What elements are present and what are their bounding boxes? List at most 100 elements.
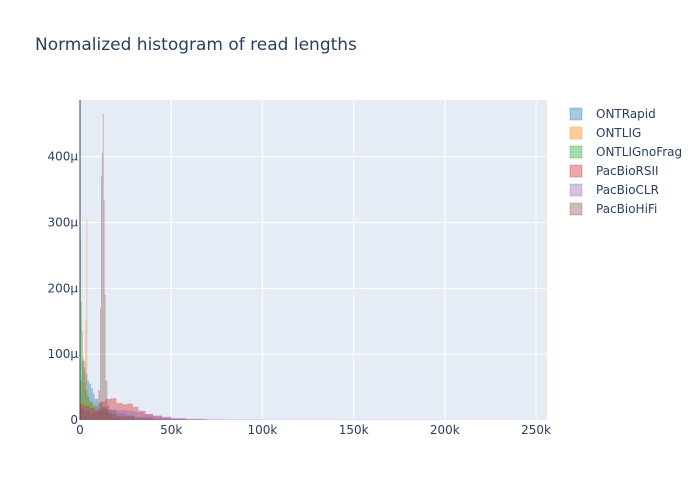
chart-title: Normalized histogram of read lengths bbox=[35, 35, 357, 55]
histogram-bar bbox=[132, 406, 139, 420]
histogram-bar bbox=[185, 419, 208, 420]
histogram-bar bbox=[98, 410, 108, 420]
histogram-bar bbox=[104, 294, 106, 420]
histogram-bar bbox=[87, 393, 90, 420]
histogram-bar bbox=[171, 419, 190, 420]
histogram-bar bbox=[85, 373, 88, 420]
histogram-bar bbox=[82, 357, 84, 420]
histogram-bar bbox=[152, 418, 172, 420]
x-tick-label: 100k bbox=[247, 423, 277, 437]
histogram-bar bbox=[116, 413, 126, 420]
histogram-bar bbox=[101, 406, 108, 420]
histogram-bar bbox=[84, 381, 86, 420]
legend-swatch bbox=[569, 107, 583, 121]
histogram-bar bbox=[105, 380, 108, 420]
histogram-bar bbox=[134, 418, 153, 420]
legend-item-ontlig[interactable]: ONTLIG bbox=[569, 126, 641, 140]
histogram-bar bbox=[125, 410, 135, 420]
series-pacbiohifi bbox=[80, 113, 135, 421]
legend-item-ontlignofrag[interactable]: ONTLIGnoFrag bbox=[569, 145, 682, 159]
histogram-bar bbox=[98, 402, 102, 420]
x-tick-label: 0 bbox=[76, 423, 84, 437]
x-tick-label: 50k bbox=[160, 423, 182, 437]
y-tick-label: 400µ bbox=[47, 150, 78, 164]
y-axis: 0 100µ 200µ 300µ 400µ bbox=[47, 150, 78, 427]
histogram-bar bbox=[103, 199, 105, 420]
legend-swatch bbox=[569, 183, 583, 197]
histogram-bar bbox=[80, 408, 84, 420]
histogram-bar bbox=[152, 419, 181, 420]
histogram-bar bbox=[86, 219, 88, 420]
histogram-bar bbox=[83, 410, 90, 420]
histogram-bar bbox=[83, 367, 86, 420]
histogram-bar bbox=[121, 404, 128, 420]
x-tick-label: 200k bbox=[430, 423, 460, 437]
legend-item-pacbiohifi[interactable]: PacBioHiFi bbox=[569, 202, 657, 216]
histogram-bar bbox=[107, 409, 117, 420]
y-tick-label: 200µ bbox=[47, 281, 78, 295]
histogram-bar bbox=[116, 416, 135, 420]
histogram-bar bbox=[162, 417, 172, 420]
legend-swatch bbox=[569, 164, 583, 178]
histogram-bar bbox=[116, 416, 135, 420]
legend-item-pacbiorsii[interactable]: PacBioRSII bbox=[569, 164, 659, 178]
histogram-bar bbox=[111, 398, 117, 420]
histogram-bar bbox=[112, 418, 121, 420]
histogram-bar bbox=[87, 396, 90, 420]
histogram-bar bbox=[80, 400, 82, 420]
histogram-bar bbox=[80, 406, 86, 420]
histogram-bar bbox=[90, 388, 93, 420]
histogram-bar bbox=[134, 412, 144, 420]
histogram-bar bbox=[81, 360, 84, 420]
series-ontrapid bbox=[80, 360, 190, 420]
histogram-bar bbox=[83, 370, 85, 420]
histogram-bar bbox=[90, 403, 95, 420]
histogram-bar bbox=[98, 408, 108, 420]
histogram-bar bbox=[85, 390, 88, 420]
legend-item-ontrapid[interactable]: ONTRapid bbox=[569, 107, 656, 121]
legend-label: ONTLIGnoFrag bbox=[596, 145, 682, 159]
y-tick-label: 0 bbox=[70, 413, 78, 427]
histogram-bar bbox=[204, 419, 226, 420]
histogram-bar bbox=[107, 405, 110, 420]
histogram-bar bbox=[94, 406, 99, 420]
grid-lines bbox=[80, 100, 547, 420]
histogram-bar bbox=[185, 418, 205, 420]
histogram-bar bbox=[98, 390, 101, 420]
x-tick-label: 150k bbox=[339, 423, 369, 437]
histogram-bar bbox=[116, 410, 126, 420]
histogram-bar bbox=[152, 416, 163, 420]
histogram-bar bbox=[92, 393, 95, 420]
histogram-bar bbox=[107, 414, 117, 420]
histogram-bar bbox=[171, 418, 186, 420]
histogram-bars bbox=[80, 113, 537, 421]
histogram-bar bbox=[89, 413, 95, 420]
histogram-bar bbox=[90, 409, 99, 420]
series-pacbioclr bbox=[80, 406, 537, 420]
legend-swatch bbox=[569, 126, 583, 140]
legend-swatch bbox=[569, 202, 583, 216]
legend-label: ONTLIG bbox=[596, 126, 641, 140]
histogram-bar bbox=[127, 403, 133, 420]
legend-item-pacbioclr[interactable]: PacBioCLR bbox=[569, 183, 659, 197]
histogram-bar bbox=[101, 153, 103, 421]
histogram-bar bbox=[143, 414, 153, 420]
series-ontlig bbox=[80, 219, 163, 420]
histogram-bar bbox=[89, 408, 95, 420]
histogram-bar bbox=[80, 301, 82, 420]
histogram-bar bbox=[105, 398, 112, 420]
histogram-bar bbox=[134, 417, 153, 420]
histogram-bar bbox=[100, 401, 106, 420]
histogram-bar bbox=[83, 360, 86, 420]
x-tick-label: 250k bbox=[521, 423, 551, 437]
histogram-bar bbox=[94, 410, 101, 420]
histogram-bar bbox=[81, 331, 83, 420]
legend-label: ONTRapid bbox=[596, 107, 656, 121]
legend: ONTRapid ONTLIG ONTLIGnoFrag PacBioRSII PacB… bbox=[569, 107, 682, 216]
histogram-bar bbox=[120, 419, 135, 420]
histogram-bar bbox=[145, 414, 153, 420]
histogram-bar bbox=[171, 418, 186, 420]
histogram-bar bbox=[107, 412, 117, 420]
histogram-bar bbox=[83, 405, 90, 420]
